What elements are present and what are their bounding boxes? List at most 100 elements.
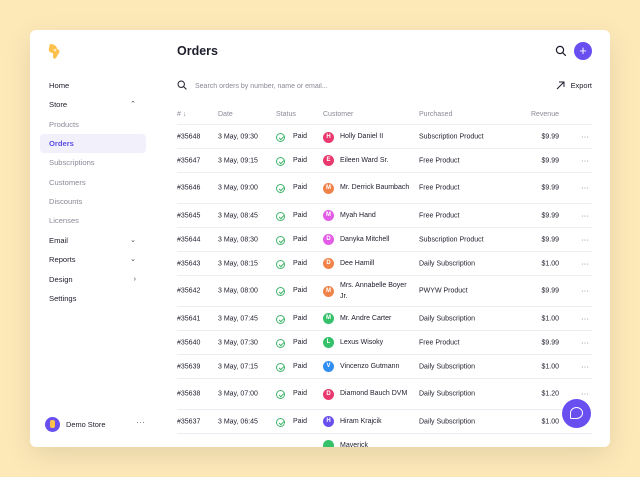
check-circle-icon [276, 362, 285, 372]
row-more-icon[interactable]: ··· [581, 314, 589, 323]
customer-name: Holly Daniel II [340, 133, 384, 140]
table-row[interactable]: #35638 3 May, 07:00 Paid D Diamond Bauch DVM… [177, 379, 592, 410]
export-arrow-icon [556, 81, 565, 90]
order-number[interactable]: #35644 [177, 236, 201, 243]
row-more-icon[interactable]: ··· [581, 235, 589, 244]
order-number[interactable]: #35637 [177, 418, 201, 425]
row-more-icon[interactable]: ··· [581, 132, 589, 142]
avatar: H [323, 416, 334, 427]
sort-arrow-icon: ↓ [182, 111, 187, 118]
sidebar-item-store[interactable]: Store ⌃ [40, 95, 146, 114]
avatar: M [323, 182, 334, 194]
order-number[interactable]: #35642 [177, 287, 201, 295]
table-row[interactable]: #35647 3 May, 09:15 Paid E Eileen Ward Sr. Fr… [177, 149, 592, 173]
order-number[interactable]: #35641 [177, 315, 201, 322]
sidebar-item-products[interactable]: Products [40, 115, 146, 134]
sidebar-item-orders[interactable]: Orders [40, 134, 146, 153]
row-more-icon[interactable]: ··· [581, 338, 589, 347]
chevron-up-icon: ⌃ [130, 101, 136, 108]
revenue-value: $1.20 [541, 390, 559, 398]
column-header-number[interactable]: # ↓ [177, 111, 187, 118]
table-row[interactable]: #35640 3 May, 07:30 Paid L Lexus Wisoky Free … [177, 331, 592, 355]
export-button[interactable]: Export [556, 79, 592, 93]
row-more-icon[interactable]: ··· [581, 259, 589, 268]
sidebar-item-customers[interactable]: Customers [40, 173, 146, 192]
order-number[interactable]: #35645 [177, 212, 201, 219]
row-more-icon[interactable]: ··· [581, 183, 589, 193]
avatar: V [323, 361, 334, 372]
sidebar: Home Store ⌃ Products Orders Subscription… [30, 30, 160, 447]
sidebar-item-email[interactable]: Email ⌄ [40, 231, 146, 250]
revenue-value: $9.99 [541, 157, 559, 164]
order-date: 3 May, 09:15 [218, 157, 258, 164]
table-row[interactable]: #35644 3 May, 08:30 Paid D Danyka Mitchell Su… [177, 228, 592, 252]
more-icon[interactable]: ··· [136, 417, 145, 427]
table-row[interactable]: Maverick [177, 434, 592, 447]
order-number[interactable]: #35647 [177, 157, 201, 164]
row-more-icon[interactable]: ··· [581, 286, 589, 296]
sidebar-item-licenses[interactable]: Licenses [40, 211, 146, 230]
chevron-right-icon: › [133, 276, 136, 283]
avatar: L [323, 337, 334, 348]
chat-button[interactable] [562, 399, 591, 428]
order-number[interactable]: #35646 [177, 184, 201, 192]
revenue-value: $9.99 [541, 184, 559, 192]
table-row[interactable]: #35637 3 May, 06:45 Paid H Hiram Krajcik Dail… [177, 410, 592, 434]
status-label: Paid [293, 314, 308, 322]
order-number[interactable]: #35643 [177, 260, 201, 267]
purchased-product: Free Product [419, 184, 460, 192]
column-header-date[interactable]: Date [218, 111, 233, 118]
table-row[interactable]: #35641 3 May, 07:45 Paid M Mr. Andre Carter D… [177, 307, 592, 331]
order-number[interactable]: #35648 [177, 133, 201, 141]
store-switcher[interactable]: Demo Store ··· [45, 416, 145, 434]
revenue-value: $9.99 [541, 212, 559, 219]
row-more-icon[interactable]: ··· [581, 389, 589, 399]
purchased-product: Daily Subscription [419, 390, 476, 398]
sidebar-item-discounts[interactable]: Discounts [40, 192, 146, 211]
row-more-icon[interactable]: ··· [581, 211, 589, 220]
page-title: Orders [177, 44, 218, 58]
search-input[interactable] [195, 79, 495, 93]
search-icon[interactable] [555, 45, 567, 57]
sidebar-item-settings[interactable]: Settings [40, 289, 146, 308]
customer-name: Myah Hand [340, 211, 376, 219]
check-circle-icon [276, 390, 285, 399]
status-label: Paid [293, 211, 308, 219]
sidebar-item-subscriptions[interactable]: Subscriptions [40, 153, 146, 172]
search-icon [177, 80, 187, 90]
add-order-button[interactable]: + [574, 42, 592, 60]
table-row[interactable]: #35639 3 May, 07:15 Paid V Vincenzo Gutmann D… [177, 355, 592, 379]
customer-name: Eileen Ward Sr. [340, 156, 389, 164]
table-row[interactable]: #35648 3 May, 09:30 Paid H Holly Daniel II Su… [177, 126, 592, 149]
sidebar-item-home[interactable]: Home [40, 76, 146, 95]
customer-name: Mr. Andre Carter [340, 314, 392, 322]
customer-name: Maverick [340, 441, 369, 448]
table-row[interactable]: #35646 3 May, 09:00 Paid M Mr. Derrick Baumb… [177, 173, 592, 204]
column-header-purchased[interactable]: Purchased [419, 111, 453, 118]
column-header-customer[interactable]: Customer [323, 111, 354, 118]
avatar: M [323, 210, 334, 221]
sidebar-item-design[interactable]: Design › [40, 270, 146, 289]
sidebar-item-label: Email [49, 236, 68, 245]
order-date: 3 May, 08:00 [218, 287, 258, 295]
column-header-status[interactable]: Status [276, 111, 296, 118]
order-date: 3 May, 08:15 [218, 260, 258, 267]
order-number[interactable]: #35639 [177, 363, 201, 370]
avatar: D [323, 234, 334, 245]
row-more-icon[interactable]: ··· [581, 156, 589, 165]
sidebar-item-reports[interactable]: Reports ⌄ [40, 250, 146, 269]
order-number[interactable]: #35638 [177, 390, 201, 398]
avatar: M [323, 313, 334, 324]
table-row[interactable]: #35645 3 May, 08:45 Paid M Myah Hand Free Pro… [177, 204, 592, 228]
status-label: Paid [293, 390, 308, 397]
table-row[interactable]: #35643 3 May, 08:15 Paid D Dee Hamill Daily S… [177, 252, 592, 276]
orders-table-body: #35648 3 May, 09:30 Paid H Holly Daniel II Su… [177, 126, 592, 447]
chat-icon [570, 407, 583, 419]
sidebar-item-label: Home [49, 81, 70, 90]
column-header-revenue[interactable]: Revenue [530, 111, 559, 118]
order-number[interactable]: #35640 [177, 339, 201, 346]
row-more-icon[interactable]: ··· [581, 362, 589, 371]
table-row[interactable]: #35642 3 May, 08:00 Paid M Mrs. Annabelle Bo… [177, 276, 592, 307]
customer-name: Dee Hamill [340, 259, 375, 267]
revenue-value: $1.00 [541, 363, 559, 370]
